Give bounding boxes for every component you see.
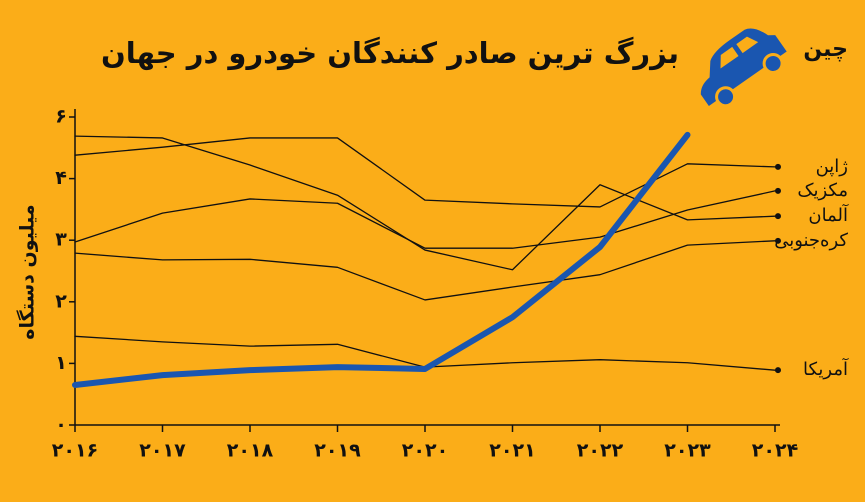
end-dot — [775, 187, 781, 194]
series-line — [72, 131, 691, 388]
x-tick-label: ۲۰۱۸ — [227, 440, 274, 462]
x-tick-label: ۲۰۲۱ — [489, 440, 535, 462]
y-tick-label: ۲ — [55, 290, 67, 312]
chart-title: بزرگ ترین صادر کنندگان خودرو در جهان — [101, 36, 679, 70]
x-tick-label: ۲۰۲۳ — [664, 440, 711, 462]
x-tick-label: ۲۰۱۶ — [52, 440, 98, 462]
series-label: آلمان — [808, 203, 849, 226]
end-dot — [775, 367, 781, 374]
x-tick-label: ۲۰۲۲ — [577, 440, 624, 462]
x-tick-label: ۲۰۲۰ — [402, 440, 448, 462]
x-tick-label: ۲۰۱۷ — [139, 440, 186, 462]
end-dot — [775, 213, 781, 220]
end-dot — [775, 163, 781, 170]
series-line — [74, 190, 776, 249]
y-tick-label: ۱ — [55, 352, 67, 374]
series-line — [74, 240, 776, 301]
series-label: مکزیک — [797, 180, 848, 201]
y-tick-label: ۳ — [55, 229, 67, 251]
end-dot — [775, 237, 781, 244]
series-label: آمریکا — [803, 357, 849, 380]
y-tick-label: ۴ — [55, 167, 67, 189]
series-label: ژاپن — [816, 156, 848, 177]
y-axis-title: میلیون دستگاه — [16, 204, 39, 339]
x-tick-label: ۲۰۱۹ — [314, 440, 361, 462]
series-line — [74, 137, 776, 208]
y-tick-label: ۶ — [55, 106, 67, 128]
y-tick-label: ۰ — [55, 414, 67, 436]
series-line — [74, 135, 776, 271]
series-label: کره‌جنوبی — [774, 230, 848, 251]
x-tick-label: ۲۰۲۴ — [752, 440, 798, 462]
series-label: چین — [803, 37, 848, 62]
car-icon — [700, 28, 787, 108]
